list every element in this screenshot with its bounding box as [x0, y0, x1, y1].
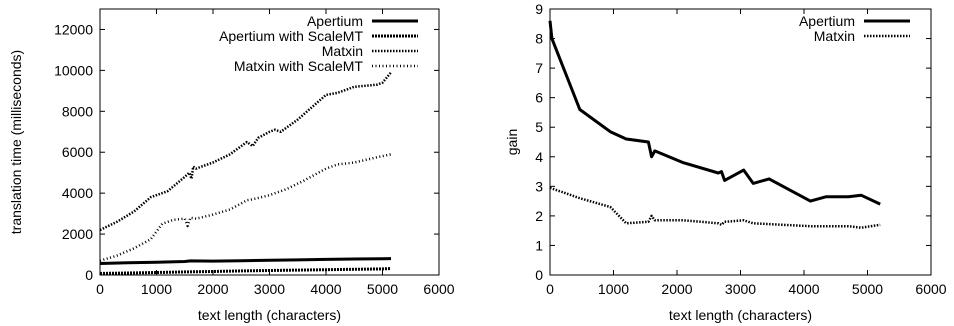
- chart-translation-time: 0 1000 2000 3000 4000 5000 6000 0 2000 4000 6000 8…: [8, 8, 455, 323]
- series-line-apertium: [99, 257, 392, 265]
- legend-label: Apertium with ScaleMT: [219, 28, 363, 44]
- y-tick-label: 10000: [54, 62, 93, 78]
- series-lines: [99, 71, 392, 275]
- x-tick-group: 0 1000 2000 3000 4000 5000 6000: [546, 9, 947, 297]
- x-tick-label: 4000: [310, 281, 341, 297]
- y-tick-label: 1: [535, 237, 543, 253]
- x-tick-label: 6000: [423, 281, 454, 297]
- x-axis-label: text length (characters): [198, 307, 341, 323]
- series-line-matxin-with-scalemt: [99, 153, 392, 262]
- y-tick-label: 8000: [62, 103, 93, 119]
- y-tick-label: 9: [535, 1, 543, 17]
- x-tick-label: 1000: [141, 281, 172, 297]
- y-tick-group: 0 1 2 3 4 5 6 7 8 9: [535, 1, 931, 283]
- legend-label: Matxin: [814, 28, 855, 44]
- legend-label: Matxin with ScaleMT: [234, 58, 364, 74]
- series-line-matxin: [549, 186, 881, 229]
- series-line-apertium: [548, 20, 881, 206]
- y-tick-label: 5: [535, 119, 543, 135]
- x-tick-label: 4000: [788, 281, 819, 297]
- x-tick-label: 0: [546, 281, 554, 297]
- series-lines: [548, 20, 881, 229]
- y-tick-label: 6: [535, 90, 543, 106]
- y-tick-label: 2: [535, 208, 543, 224]
- plot-frame: [549, 8, 932, 276]
- y-tick-label: 7: [535, 60, 543, 76]
- x-tick-label: 5000: [852, 281, 883, 297]
- x-tick-label: 1000: [598, 281, 629, 297]
- y-tick-label: 3: [535, 178, 543, 194]
- y-tick-label: 8: [535, 31, 543, 47]
- x-tick-label: 5000: [367, 281, 398, 297]
- chart-gain: 0 1000 2000 3000 4000 5000 6000 0 1 2 3 4 5 6 7 8 9 Ape…: [504, 1, 947, 323]
- y-axis-label: gain: [504, 129, 520, 155]
- y-tick-label: 0: [85, 267, 93, 283]
- y-tick-label: 0: [535, 267, 543, 283]
- x-tick-label: 6000: [915, 281, 946, 297]
- x-tick-label: 2000: [661, 281, 692, 297]
- y-tick-label: 2000: [62, 226, 93, 242]
- legend-label: Apertium: [799, 13, 855, 29]
- legend-label: Matxin: [322, 43, 363, 59]
- y-tick-label: 6000: [62, 144, 93, 160]
- y-tick-label: 4000: [62, 185, 93, 201]
- legend-label: Apertium: [307, 13, 363, 29]
- y-tick-label: 4: [535, 149, 543, 165]
- series-line-apertium-with-scalemt: [99, 267, 392, 275]
- x-tick-label: 3000: [725, 281, 756, 297]
- x-tick-label: 2000: [197, 281, 228, 297]
- x-tick-label: 0: [96, 281, 104, 297]
- plot-frame: [99, 8, 440, 276]
- series-line-matxin: [99, 71, 392, 232]
- x-axis-label: text length (characters): [669, 307, 812, 323]
- x-tick-group: 0 1000 2000 3000 4000 5000 6000: [96, 9, 455, 297]
- y-tick-label: 12000: [54, 21, 93, 37]
- y-axis-label: translation time (milliseconds): [8, 50, 24, 234]
- y-tick-group: 0 2000 4000 6000 8000 10000 12000: [54, 21, 439, 283]
- x-tick-label: 3000: [254, 281, 285, 297]
